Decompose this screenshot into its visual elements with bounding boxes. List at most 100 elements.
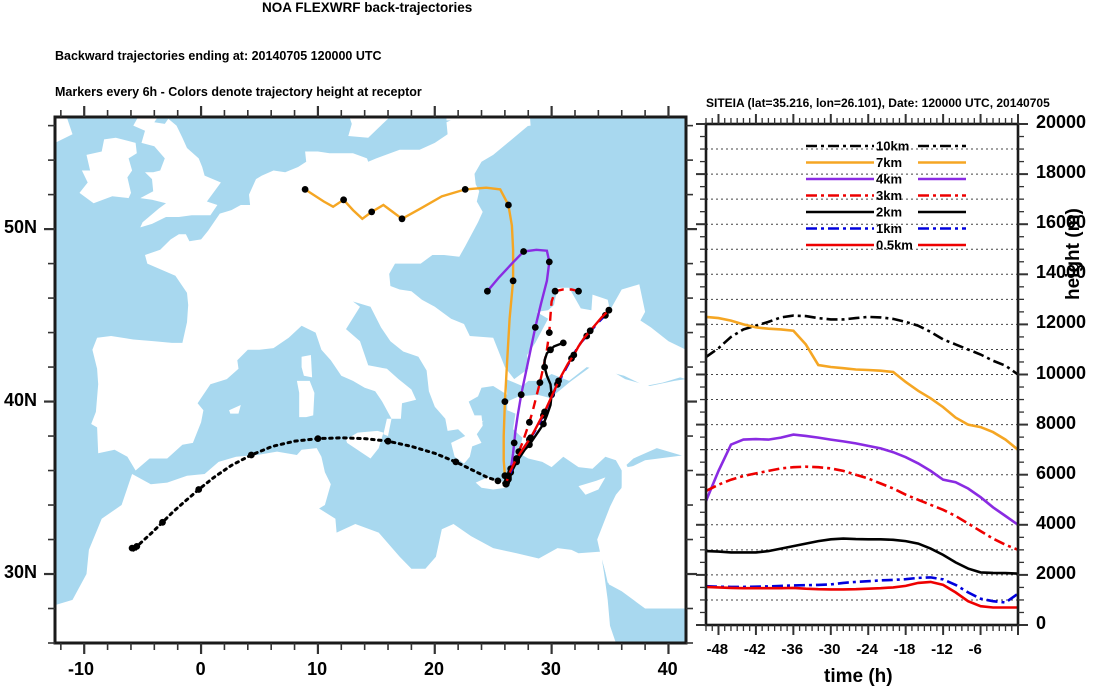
landmass-group [55, 0, 686, 643]
trajectory-marker [545, 329, 553, 336]
map-y-tick-label: 40N [4, 389, 38, 410]
trajectory-marker [368, 208, 376, 216]
trajectory-marker [494, 477, 502, 485]
legend-label-7km: 7km [876, 155, 902, 170]
landmass [55, 117, 73, 143]
timeseries-y-tick-label: 8000 [1036, 412, 1077, 433]
legend-label-2km: 2km [876, 205, 902, 220]
landmass [296, 380, 315, 418]
landmass [91, 117, 686, 471]
trajectory-marker [195, 486, 203, 493]
timeseries-y-tick-label: 6000 [1036, 462, 1077, 483]
timeseries-x-tick-label: -18 [893, 641, 916, 658]
legend-label-0.5km: 0.5km [876, 238, 913, 253]
map-trajectory-group [128, 186, 613, 555]
landmass [348, 117, 391, 138]
trajectory-marker [540, 420, 547, 428]
trajectory-marker [247, 451, 255, 459]
trajectory-marker [484, 287, 491, 295]
trajectory-marker [536, 379, 544, 386]
timeseries-x-tick-label: -24 [856, 641, 878, 658]
timeseries-line-2km [706, 537, 1018, 575]
timeseries-x-tick-label: -30 [818, 641, 841, 658]
timeseries-panel-title: SITEIA (lat=35.216, lon=26.101), Date: 1… [706, 96, 1050, 110]
trajectory-marker [541, 408, 548, 416]
timeseries-ylabel: height (m) [1063, 208, 1084, 300]
map-trajectory-7km [304, 186, 515, 485]
trajectory-marker [555, 377, 562, 385]
legend-label-4km: 4km [876, 172, 902, 187]
trajectory-marker [510, 439, 518, 447]
map-frame [44, 106, 697, 654]
trajectory-marker [570, 351, 578, 359]
trajectory-marker [559, 339, 567, 347]
legend-label-10km: 10km [876, 139, 909, 154]
timeseries-y-tick-label: 14000 [1036, 262, 1087, 283]
timeseries-gridlines [706, 123, 1018, 626]
map-x-tick-label: 10 [307, 659, 328, 679]
timeseries-x-tick-label: -48 [706, 641, 729, 658]
trajectory-marker [301, 186, 309, 193]
landmass [600, 455, 686, 606]
timeseries-x-tick-label: -42 [743, 641, 766, 658]
trajectory-marker [505, 201, 512, 209]
trajectory-marker [398, 215, 406, 223]
trajectory-marker [509, 277, 517, 285]
trajectory-marker [527, 434, 534, 442]
map-x-tick-label: 20 [423, 659, 444, 679]
trajectory-marker [520, 248, 527, 255]
trajectory-marker [517, 391, 525, 399]
trajectory-marker [340, 196, 347, 204]
legend-label-1km: 1km [876, 221, 902, 236]
timeseries-y-tick-label: 18000 [1036, 162, 1087, 183]
map-x-tick-label: 30 [540, 659, 561, 679]
timeseries-line-3km [706, 465, 1018, 552]
timeseries-y-tick-label: 2000 [1036, 562, 1077, 583]
timeseries-x-tick-label: -6 [968, 641, 982, 658]
landmass [133, 117, 221, 228]
landmass [475, 477, 509, 490]
map-x-tick-label: 40 [657, 659, 678, 679]
landmass [55, 448, 686, 643]
timeseries-line-7km [706, 315, 1018, 451]
trajectory-marker [501, 398, 509, 405]
trajectory-marker [505, 472, 512, 480]
map-x-tick-label: -10 [68, 659, 95, 679]
trajectory-marker [159, 518, 166, 526]
timeseries-y-tick-label: 20000 [1036, 112, 1087, 132]
trajectory-marker [314, 435, 322, 442]
trajectory-marker [133, 543, 141, 550]
map-y-tick-label: 30N [4, 562, 38, 583]
subtitle-end-time: Backward trajectories ending at: 2014070… [55, 49, 382, 63]
timeseries-y-tick-label: 12000 [1036, 312, 1087, 333]
timeseries-line-1km [706, 576, 1018, 604]
trajectory-marker [547, 346, 554, 354]
trajectory-marker [531, 324, 539, 331]
page-title: NOA FLEXWRF back-trajectories [262, 0, 473, 15]
timeseries-x-tick-label: -36 [781, 641, 804, 658]
map-border [53, 115, 688, 645]
trajectory-marker [545, 258, 553, 266]
timeseries-y-tick-label: 4000 [1036, 512, 1077, 533]
trajectory-marker [452, 458, 460, 466]
timeseries-frame [696, 114, 1028, 635]
landmass [229, 405, 241, 414]
landmass [346, 430, 384, 459]
trajectory-marker [384, 437, 392, 445]
landmass [301, 355, 313, 378]
landmass [447, 0, 576, 55]
timeseries-y-tick-label: 10000 [1036, 362, 1087, 383]
landmass [446, 117, 531, 130]
timeseries-line-0.5km [706, 580, 1018, 609]
timeseries-line-10km [706, 314, 1018, 376]
legend-label-3km: 3km [876, 188, 902, 203]
map-x-tick-label: 0 [195, 659, 206, 679]
trajectory-marker [461, 186, 469, 193]
trajectory-marker [575, 287, 582, 295]
trajectory-marker [502, 480, 510, 488]
timeseries-y-tick-label: 16000 [1036, 212, 1087, 233]
trajectory-marker [586, 327, 594, 335]
trajectory-marker [605, 306, 613, 314]
